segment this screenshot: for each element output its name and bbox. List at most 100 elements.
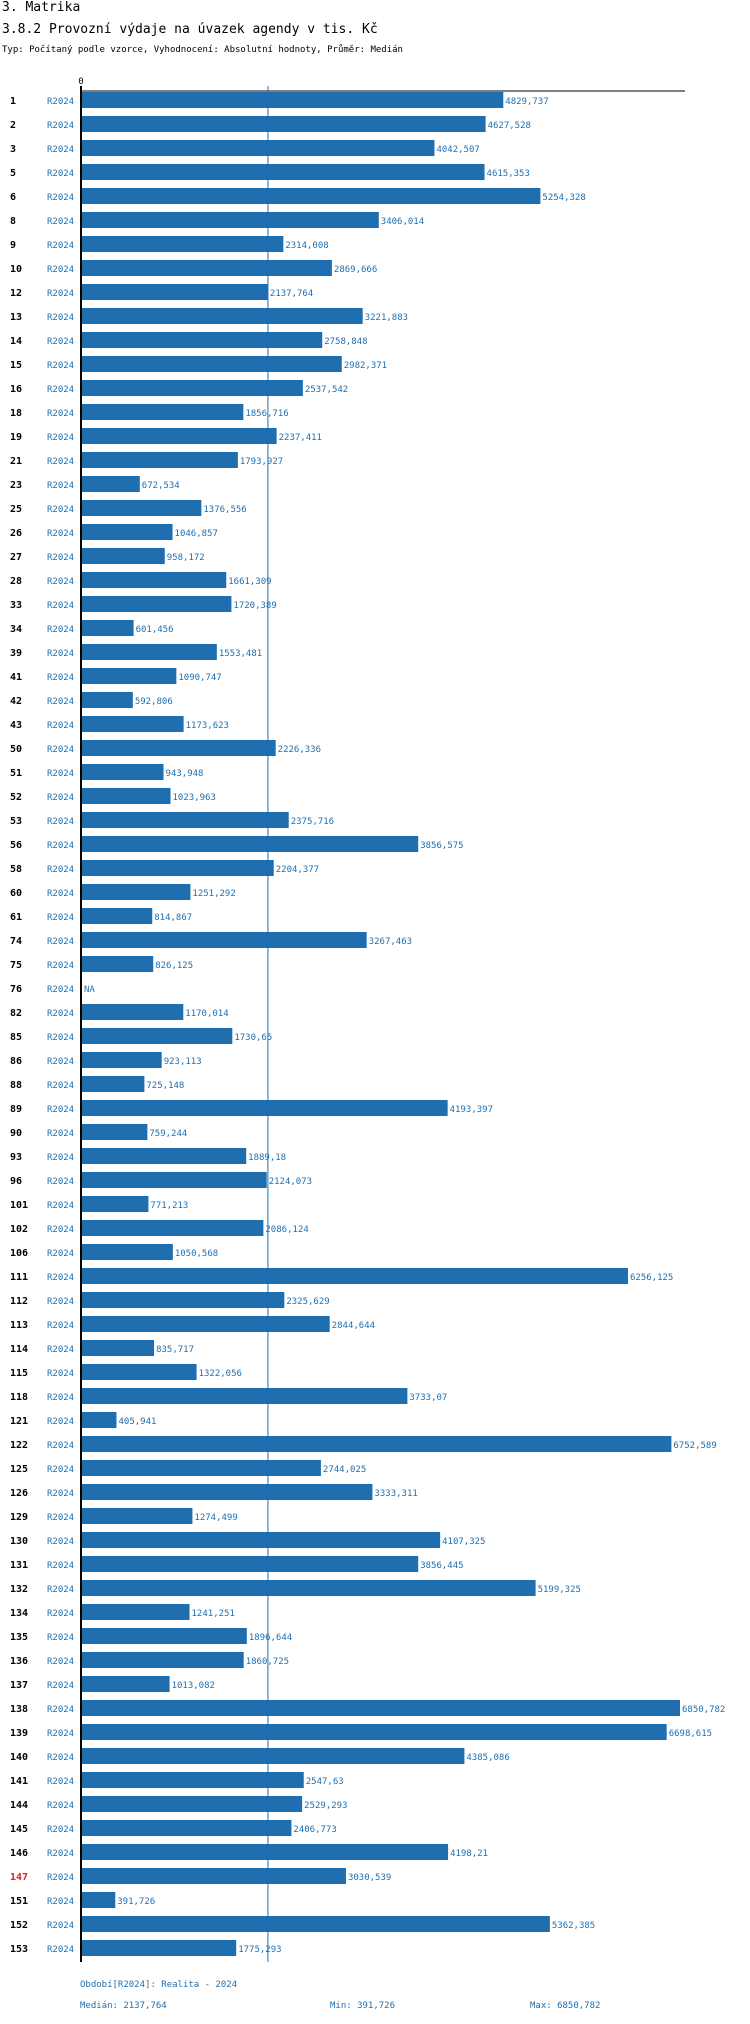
category-label: 74 [10,936,22,947]
category-label: 113 [10,1320,28,1331]
bar [81,908,153,924]
category-label: 140 [10,1752,28,1763]
bar [81,932,367,948]
category-label: 125 [10,1464,28,1475]
category-label: 42 [10,696,22,707]
category-label: 9 [10,240,16,251]
category-label: 126 [10,1488,28,1499]
period-label: R2024 [47,1249,74,1259]
value-label: 2529,293 [304,1801,347,1811]
value-label: 2124,073 [269,1177,312,1187]
category-label: 89 [10,1104,22,1115]
value-label: 1775,293 [238,1945,281,1955]
period-label: R2024 [47,1441,74,1451]
bar [81,1460,321,1476]
value-label: 725,148 [146,1081,184,1091]
category-label: 129 [10,1512,28,1523]
bar [81,1580,536,1596]
category-label: 60 [10,888,22,899]
bar [81,1844,449,1860]
bar [81,1796,303,1812]
value-label: 4385,086 [466,1753,509,1763]
category-label: 88 [10,1080,22,1091]
bar [81,1028,233,1044]
footer-min: Min: 391,726 [330,2001,396,2011]
value-label: 1013,082 [172,1681,215,1691]
period-label: R2024 [47,1465,74,1475]
bar [81,500,202,516]
category-label: 53 [10,816,22,827]
chart-title: 3.8.2 Provozní výdaje na úvazek agendy v… [2,22,378,37]
page-title: 3. Matrika [2,0,81,15]
value-label: 1856,716 [245,409,288,419]
bar [81,1532,441,1548]
category-label: 39 [10,648,22,659]
period-label: R2024 [47,553,74,563]
bar [81,332,323,348]
bar [81,740,276,756]
period-label: R2024 [47,673,74,683]
period-label: R2024 [47,97,74,107]
value-label: 814,867 [154,913,192,923]
category-label: 50 [10,744,22,755]
period-label: R2024 [47,841,74,851]
bar [81,788,171,804]
bar [81,1244,173,1260]
value-label: 2406,773 [293,1825,336,1835]
category-label: 33 [10,600,22,611]
bar [81,620,134,636]
value-label: 4615,353 [487,169,530,179]
period-label: R2024 [47,1657,74,1667]
bar [81,1388,408,1404]
period-label: R2024 [47,1897,74,1907]
bar [81,1148,247,1164]
period-label: R2024 [47,217,74,227]
bar [81,1100,448,1116]
category-label: 75 [10,960,22,971]
axis-zero-label: 0 [78,77,83,87]
value-label: 2982,371 [344,361,387,371]
bar [81,644,217,660]
bar [81,1412,117,1428]
period-label: R2024 [47,1681,74,1691]
value-label: 1090,747 [178,673,221,683]
category-label: 28 [10,576,22,587]
bar [81,1724,667,1740]
period-label: R2024 [47,793,74,803]
bar [81,1556,419,1572]
value-label: 2537,542 [305,385,348,395]
category-label: 25 [10,504,22,515]
value-label: 1050,568 [175,1249,218,1259]
period-label: R2024 [47,433,74,443]
period-label: R2024 [47,1009,74,1019]
value-label: 4193,397 [450,1105,493,1115]
period-label: R2024 [47,1225,74,1235]
category-label: 90 [10,1128,22,1139]
category-label: 144 [10,1800,28,1811]
category-label: 19 [10,432,22,443]
value-label: 6752,589 [673,1441,716,1451]
category-label: 141 [10,1776,28,1787]
category-label: 96 [10,1176,22,1187]
period-label: R2024 [47,697,74,707]
bar [81,668,177,684]
category-label: 23 [10,480,22,491]
bar [81,524,173,540]
category-label: 26 [10,528,22,539]
bar [81,212,379,228]
category-label: 85 [10,1032,22,1043]
bar [81,1004,184,1020]
category-label: 139 [10,1728,28,1739]
value-label: 391,726 [117,1897,155,1907]
period-label: R2024 [47,1105,74,1115]
value-label: 2086,124 [265,1225,308,1235]
bar [81,116,486,132]
period-label: R2024 [47,121,74,131]
bar [81,1748,465,1764]
period-label: R2024 [47,1201,74,1211]
period-label: R2024 [47,1081,74,1091]
value-label: 1170,014 [185,1009,228,1019]
period-label: R2024 [47,1777,74,1787]
period-label: R2024 [47,817,74,827]
